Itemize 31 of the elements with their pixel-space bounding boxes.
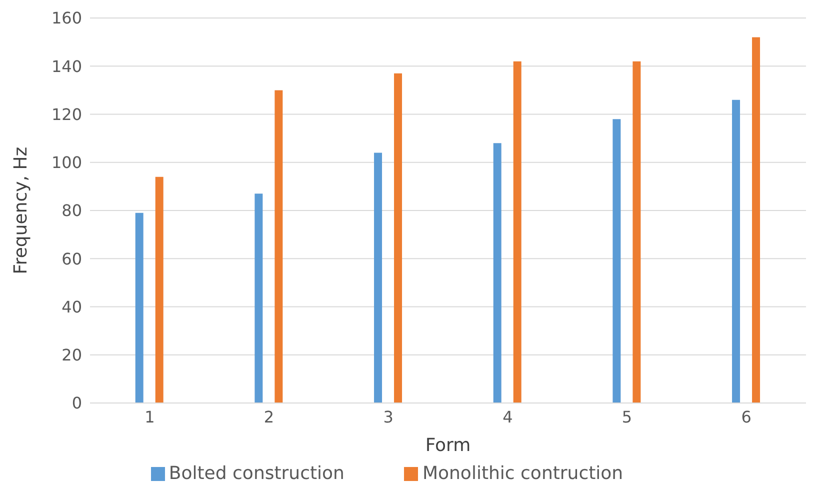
y-axis-title: Frequency, Hz [10, 146, 32, 274]
y-tick-label: 80 [62, 201, 82, 220]
x-tick-label: 2 [264, 407, 274, 426]
bar [612, 119, 621, 403]
y-tick-label: 0 [72, 394, 82, 413]
y-tick-label: 160 [51, 8, 82, 28]
x-tick-label: 4 [502, 407, 513, 426]
y-tick-label: 100 [51, 153, 82, 172]
bar [513, 61, 522, 403]
bar [374, 152, 382, 403]
y-tick-label: 40 [62, 297, 82, 316]
y-tick-label: 140 [51, 56, 82, 76]
bar [274, 90, 283, 403]
x-tick-label: 3 [383, 407, 394, 426]
bar [632, 61, 641, 403]
bar [493, 143, 502, 403]
y-tick-label: 120 [51, 104, 82, 124]
x-axis-title: Form [425, 435, 471, 456]
bar [752, 37, 760, 403]
x-tick-label: 5 [622, 407, 632, 426]
legend-label: Bolted construction [168, 463, 344, 484]
bar [394, 73, 402, 403]
bar [135, 212, 144, 403]
bar [732, 100, 740, 403]
y-tick-label: 20 [62, 346, 82, 365]
x-tick-label: 6 [741, 407, 752, 426]
y-tick-label: 60 [62, 249, 82, 268]
x-tick-label: 1 [144, 407, 155, 426]
bar [254, 194, 263, 403]
bar [155, 176, 164, 403]
legend-label: Monolithic contruction [422, 463, 624, 484]
